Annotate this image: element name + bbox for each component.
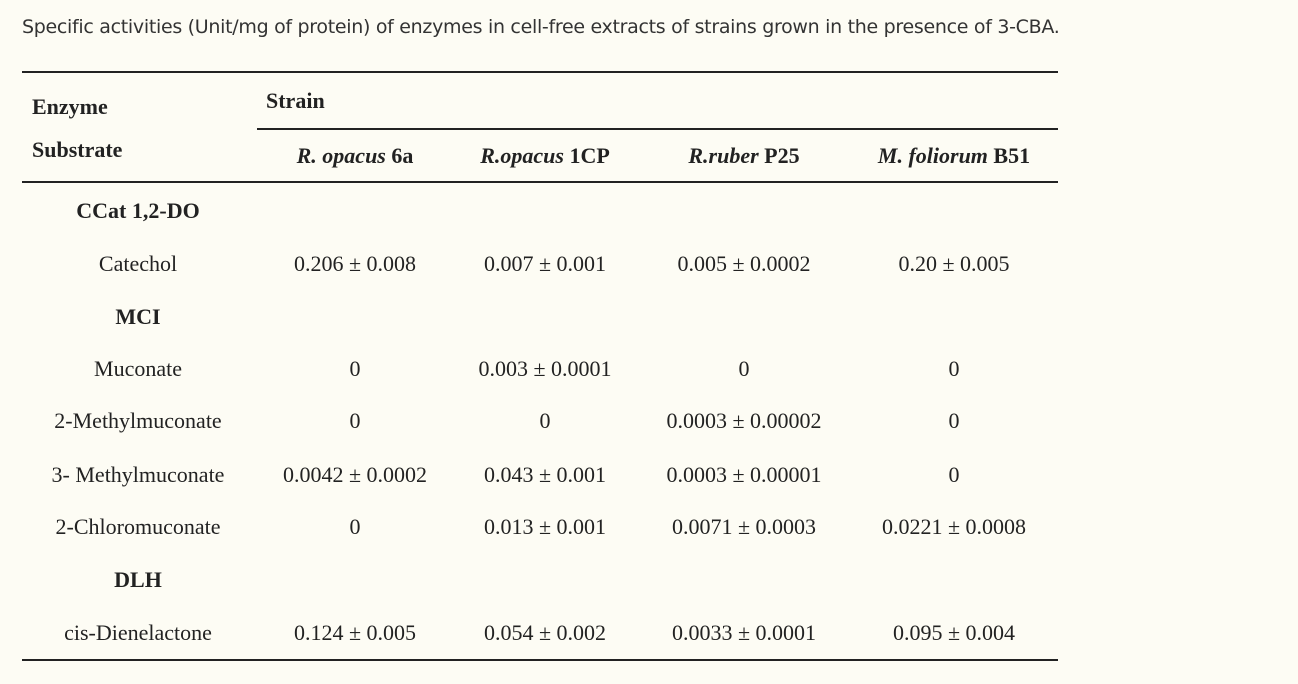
strain-header: R.ruber P25: [688, 143, 799, 169]
activity-cell: 0: [349, 408, 361, 433]
top-rule: [22, 71, 1058, 73]
strain-id: P25: [758, 143, 800, 168]
activity-cell: 0.20 ± 0.005: [898, 251, 1010, 276]
substrate-label: 3- Methylmuconate: [51, 462, 225, 487]
activity-cell: 0.043 ± 0.001: [483, 462, 607, 487]
strain-header: R. opacus 6a: [297, 143, 414, 169]
activity-cell: 0.007 ± 0.001: [483, 251, 607, 276]
activity-cell: 0.003 ± 0.0001: [478, 356, 612, 381]
bottom-rule: [22, 659, 1058, 661]
header-strain: Strain: [266, 88, 325, 113]
substrate-label: Catechol: [98, 251, 178, 276]
strain-species: R.ruber: [688, 143, 759, 168]
activity-cell: 0.095 ± 0.004: [892, 620, 1016, 645]
activity-cell: 0.0003 ± 0.00001: [666, 462, 822, 487]
activity-cell: 0.054 ± 0.002: [483, 620, 607, 645]
strain-header: R.opacus 1CP: [480, 143, 610, 169]
enzyme-label: CCat 1,2-DO: [76, 198, 200, 223]
activity-cell: 0.206 ± 0.008: [293, 251, 417, 276]
strain-id: 1CP: [563, 143, 610, 168]
strain-rule: [257, 128, 1058, 130]
strain-id: 6a: [385, 143, 414, 168]
activity-cell: 0.0033 ± 0.0001: [671, 620, 817, 645]
activity-cell: 0.0003 ± 0.00002: [666, 408, 822, 433]
header-substrate: Substrate: [32, 137, 123, 162]
activity-cell: 0: [349, 356, 361, 381]
activity-cell: 0.0071 ± 0.0003: [671, 514, 817, 539]
activity-cell: 0: [948, 356, 960, 381]
activity-cell: 0: [948, 462, 960, 487]
activity-cell: 0.0042 ± 0.0002: [282, 462, 428, 487]
enzyme-label: DLH: [114, 567, 162, 592]
activity-cell: 0.013 ± 0.001: [483, 514, 607, 539]
table-caption: Specific activities (Unit/mg of protein)…: [22, 16, 1060, 38]
strain-species: M. foliorum: [877, 143, 988, 168]
enzyme-label: MCI: [115, 304, 161, 329]
header-enzyme: Enzyme: [32, 94, 108, 119]
activity-cell: 0.0221 ± 0.0008: [881, 514, 1027, 539]
activity-cell: 0.124 ± 0.005: [293, 620, 417, 645]
header-rule: [22, 181, 1058, 183]
substrate-label: Muconate: [94, 356, 182, 381]
substrate-label: cis-Dienelactone: [64, 620, 212, 645]
activity-cell: 0: [539, 408, 551, 433]
activity-cell: 0: [349, 514, 361, 539]
substrate-label: 2-Methylmuconate: [54, 408, 222, 433]
strain-species: R.opacus: [480, 143, 564, 168]
activity-cell: 0: [948, 408, 960, 433]
strain-id: B51: [987, 143, 1031, 168]
strain-header: M. foliorum B51: [878, 143, 1030, 169]
strain-species: R. opacus: [296, 143, 386, 168]
activity-cell: 0.005 ± 0.0002: [677, 251, 811, 276]
activity-cell: 0: [738, 356, 750, 381]
substrate-label: 2-Chloromuconate: [55, 514, 221, 539]
